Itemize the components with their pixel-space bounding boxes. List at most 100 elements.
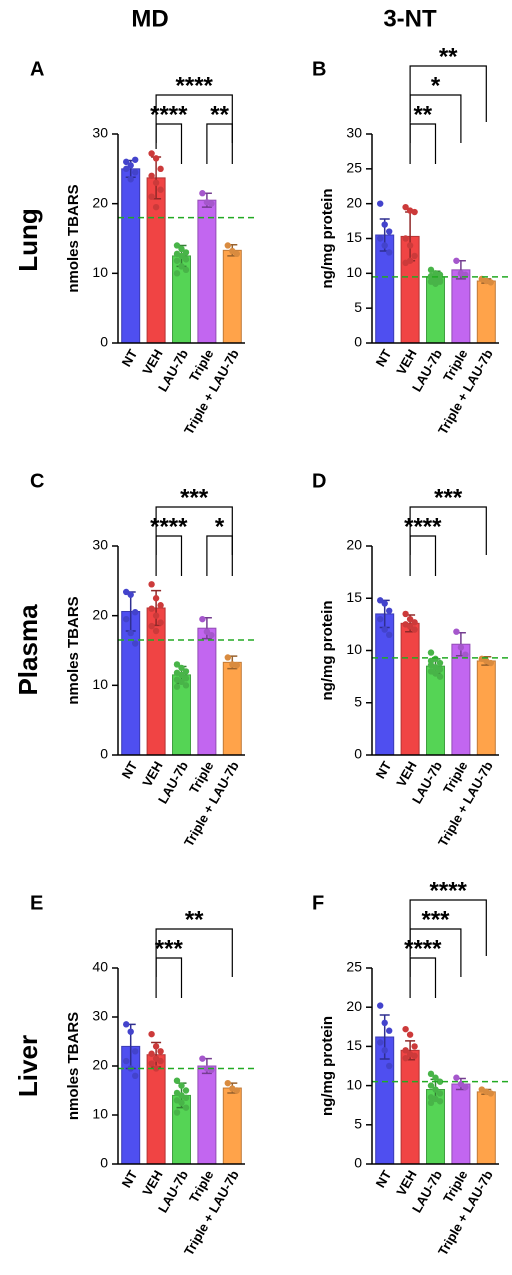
y-tick-label: 10	[92, 1106, 108, 1122]
x-tick-label: NT	[373, 1168, 395, 1191]
y-tick-label: 30	[92, 1008, 108, 1024]
bar	[426, 665, 445, 756]
data-point	[436, 673, 444, 680]
data-point	[427, 657, 435, 665]
data-point	[173, 257, 181, 264]
data-point	[402, 235, 409, 242]
y-tick-label: 25	[346, 959, 362, 975]
data-point	[411, 1043, 418, 1050]
bar	[400, 1049, 420, 1165]
bar	[451, 269, 471, 344]
data-point	[127, 629, 134, 637]
y-tick-label: 0	[100, 746, 108, 762]
x-tick-label: NT	[119, 347, 141, 370]
y-tick-label: 10	[92, 676, 108, 692]
data-point	[453, 257, 460, 264]
data-point	[402, 1047, 409, 1054]
significance-label: *	[431, 72, 441, 99]
significance-bracket	[155, 123, 183, 164]
bar	[222, 249, 242, 344]
significance-label: ****	[176, 72, 214, 99]
y-axis-label: ng/mg protein	[319, 189, 336, 289]
data-point	[178, 678, 185, 686]
data-point	[152, 179, 160, 186]
y-axis-label: nmoles TBARS	[65, 184, 82, 292]
x-tick-label: VEH	[139, 759, 165, 790]
y-tick-label: 20	[346, 537, 362, 553]
data-point	[199, 190, 206, 197]
data-point	[406, 615, 414, 623]
y-tick-label: 10	[346, 641, 362, 657]
significance-bracket	[409, 899, 487, 956]
y-tick-label: 15	[346, 589, 362, 605]
significance-bracket	[409, 65, 487, 122]
data-point	[173, 683, 181, 690]
data-point	[411, 1052, 418, 1060]
data-point	[427, 1070, 435, 1078]
data-point	[157, 619, 164, 626]
data-point	[224, 242, 231, 249]
y-tick-label: 10	[92, 264, 108, 280]
data-point	[148, 150, 155, 157]
data-point	[203, 628, 211, 635]
y-tick-label: 10	[346, 1076, 362, 1092]
x-tick-label: VEH	[393, 759, 419, 790]
significance-bracket	[409, 535, 437, 576]
bar	[146, 177, 166, 344]
significance-bracket	[206, 535, 233, 576]
data-point	[436, 1098, 444, 1105]
x-tick-label: NT	[373, 759, 395, 782]
bar	[197, 1065, 217, 1165]
data-point	[462, 1083, 469, 1091]
data-point	[487, 1090, 494, 1097]
data-point	[406, 257, 414, 264]
data-point	[377, 200, 384, 207]
data-point	[411, 619, 418, 626]
data-point	[173, 1077, 181, 1084]
data-point	[386, 1062, 393, 1070]
data-point	[381, 626, 388, 633]
data-point	[457, 644, 465, 651]
significance-bracket	[155, 94, 233, 143]
data-point	[406, 242, 414, 249]
data-point	[148, 193, 155, 200]
bar	[222, 1087, 242, 1165]
data-point	[123, 1057, 130, 1065]
y-tick-label: 0	[100, 334, 108, 350]
column-title: MD	[131, 5, 168, 32]
data-point	[132, 1048, 139, 1055]
data-point	[411, 626, 418, 633]
bar	[222, 661, 242, 756]
data-point	[157, 165, 164, 173]
data-point	[377, 615, 384, 623]
bar	[400, 622, 420, 756]
data-point	[386, 1027, 393, 1034]
significance-label: *	[215, 513, 225, 540]
bar	[197, 199, 217, 344]
data-point	[152, 595, 160, 602]
data-point	[462, 651, 469, 658]
y-tick-label: 25	[346, 160, 362, 176]
significance-bracket	[155, 535, 183, 576]
data-point	[436, 1078, 444, 1085]
data-point	[453, 628, 460, 635]
data-point	[148, 1060, 155, 1067]
data-point	[377, 1039, 384, 1046]
data-point	[427, 266, 435, 274]
data-point	[152, 1043, 160, 1050]
significance-label: ****	[430, 877, 468, 904]
y-tick-label: 30	[346, 125, 362, 141]
significance-bracket	[409, 123, 437, 164]
significance-bracket	[155, 506, 233, 555]
data-point	[173, 242, 181, 249]
data-point	[148, 1050, 155, 1057]
data-point	[157, 186, 164, 193]
data-point	[208, 631, 215, 639]
data-point	[173, 270, 181, 277]
y-tick-label: 20	[92, 1057, 108, 1073]
data-point	[178, 252, 185, 260]
data-point	[178, 671, 185, 679]
data-point	[402, 1054, 409, 1062]
data-point	[386, 249, 393, 256]
data-point	[182, 266, 190, 274]
